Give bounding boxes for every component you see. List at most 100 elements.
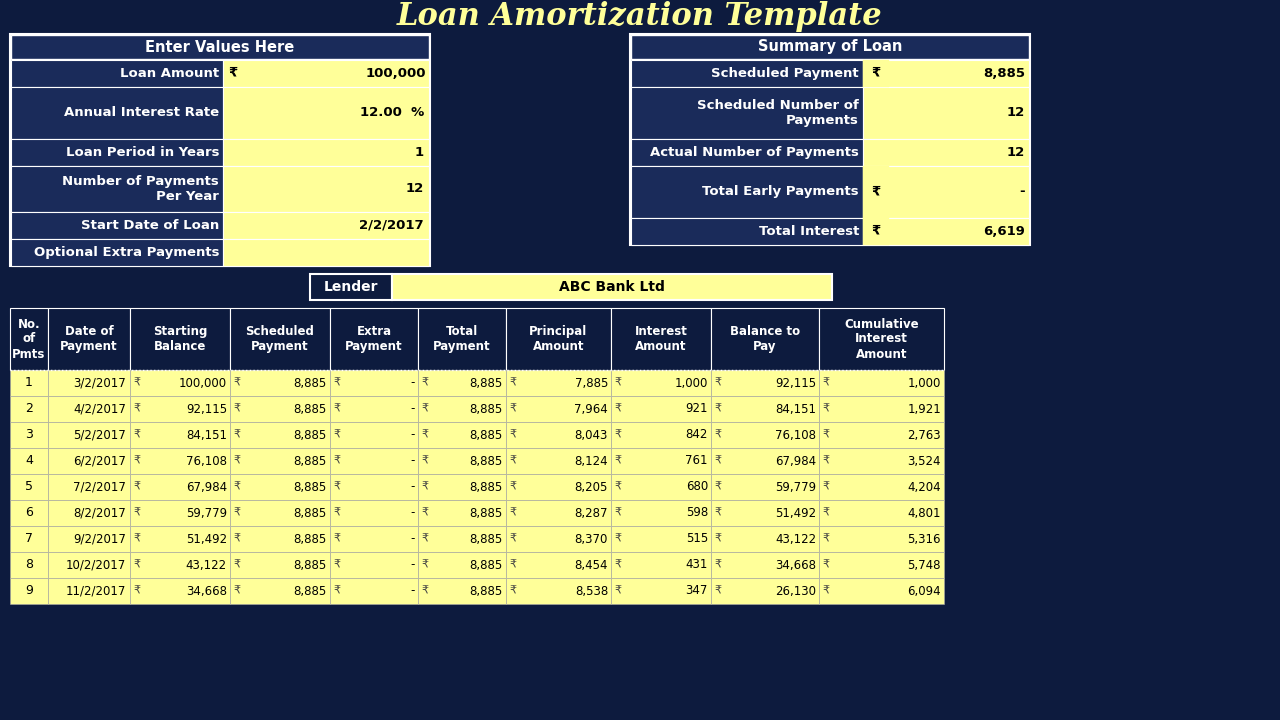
Text: ₹: ₹ xyxy=(133,508,140,518)
Text: Balance to
Pay: Balance to Pay xyxy=(730,325,800,353)
Text: 6,619: 6,619 xyxy=(983,225,1025,238)
Bar xyxy=(863,166,890,218)
Text: ₹: ₹ xyxy=(421,508,428,518)
Bar xyxy=(12,166,223,212)
Text: 8,124: 8,124 xyxy=(575,454,608,467)
Text: 1: 1 xyxy=(26,377,33,390)
Text: ₹: ₹ xyxy=(714,430,721,440)
Text: ₹: ₹ xyxy=(822,586,829,596)
Bar xyxy=(419,474,506,500)
Text: 8,885: 8,885 xyxy=(470,428,503,441)
Bar xyxy=(49,526,131,552)
Text: ₹: ₹ xyxy=(614,508,621,518)
Text: ₹: ₹ xyxy=(822,534,829,544)
Text: 8,538: 8,538 xyxy=(575,585,608,598)
Text: ₹: ₹ xyxy=(822,456,829,466)
Text: Total
Payment: Total Payment xyxy=(433,325,490,353)
Text: 4/2/2017: 4/2/2017 xyxy=(73,402,125,415)
Text: 8,885: 8,885 xyxy=(470,480,503,493)
Text: ₹: ₹ xyxy=(133,586,140,596)
Bar xyxy=(506,578,611,604)
Text: 59,779: 59,779 xyxy=(186,506,227,520)
Text: Start Date of Loan: Start Date of Loan xyxy=(81,219,219,232)
Text: ₹: ₹ xyxy=(333,534,340,544)
Text: Scheduled
Payment: Scheduled Payment xyxy=(246,325,315,353)
Text: ₹: ₹ xyxy=(228,67,237,80)
Bar xyxy=(819,448,945,474)
Text: ₹: ₹ xyxy=(822,560,829,570)
Text: 6,094: 6,094 xyxy=(908,585,941,598)
Bar xyxy=(230,500,330,526)
Bar xyxy=(230,370,330,396)
Text: Scheduled Number of
Payments: Scheduled Number of Payments xyxy=(698,99,859,127)
Text: 9/2/2017: 9/2/2017 xyxy=(73,533,125,546)
Bar xyxy=(0,0,1280,32)
Bar xyxy=(611,370,710,396)
Bar xyxy=(12,212,223,239)
Text: Loan Amount: Loan Amount xyxy=(120,67,219,80)
Text: ₹: ₹ xyxy=(614,560,621,570)
Text: ₹: ₹ xyxy=(714,586,721,596)
Text: 100,000: 100,000 xyxy=(366,67,426,80)
Bar xyxy=(12,60,223,87)
Bar xyxy=(12,239,223,266)
Text: ₹: ₹ xyxy=(822,430,829,440)
Text: No.
of
Pmts: No. of Pmts xyxy=(13,318,46,361)
Bar xyxy=(330,396,419,422)
Text: 59,779: 59,779 xyxy=(774,480,817,493)
Bar xyxy=(49,448,131,474)
Text: ₹: ₹ xyxy=(421,404,428,414)
Text: 1,921: 1,921 xyxy=(908,402,941,415)
Text: 8,043: 8,043 xyxy=(575,428,608,441)
Text: 4,204: 4,204 xyxy=(908,480,941,493)
Bar xyxy=(631,87,863,139)
Text: ₹: ₹ xyxy=(421,534,428,544)
Text: 2,763: 2,763 xyxy=(908,428,941,441)
Text: ₹: ₹ xyxy=(614,378,621,388)
Bar xyxy=(863,218,890,245)
Text: ₹: ₹ xyxy=(614,404,621,414)
Bar xyxy=(631,218,863,245)
Text: 5/2/2017: 5/2/2017 xyxy=(73,428,125,441)
Bar xyxy=(10,422,49,448)
Bar xyxy=(131,396,230,422)
Bar xyxy=(230,474,330,500)
Text: 34,668: 34,668 xyxy=(186,585,227,598)
Bar xyxy=(863,139,1029,166)
Bar xyxy=(631,35,1029,59)
Text: -: - xyxy=(411,585,415,598)
Text: ₹: ₹ xyxy=(714,560,721,570)
Bar xyxy=(12,87,223,139)
Text: ₹: ₹ xyxy=(421,560,428,570)
Text: 8,885: 8,885 xyxy=(293,559,326,572)
Bar xyxy=(330,448,419,474)
Text: 8,885: 8,885 xyxy=(470,559,503,572)
Text: ₹: ₹ xyxy=(714,508,721,518)
Bar xyxy=(49,474,131,500)
Text: 10/2/2017: 10/2/2017 xyxy=(65,559,125,572)
Bar xyxy=(230,552,330,578)
Text: ₹: ₹ xyxy=(421,430,428,440)
Bar xyxy=(631,166,863,218)
Bar xyxy=(611,500,710,526)
Bar xyxy=(131,474,230,500)
Text: ₹: ₹ xyxy=(509,482,516,492)
Text: ₹: ₹ xyxy=(872,225,881,238)
Text: 8,885: 8,885 xyxy=(293,533,326,546)
Bar xyxy=(710,370,819,396)
Text: ₹: ₹ xyxy=(614,534,621,544)
Text: ₹: ₹ xyxy=(333,378,340,388)
Bar xyxy=(710,308,819,370)
Bar xyxy=(230,308,330,370)
Text: 9: 9 xyxy=(26,585,33,598)
Text: Actual Number of Payments: Actual Number of Payments xyxy=(650,146,859,159)
Bar xyxy=(863,87,1029,139)
Bar xyxy=(230,396,330,422)
Bar xyxy=(12,139,223,166)
Text: ₹: ₹ xyxy=(133,534,140,544)
Text: 43,122: 43,122 xyxy=(774,533,817,546)
Bar xyxy=(131,552,230,578)
Text: 2/2/2017: 2/2/2017 xyxy=(360,219,424,232)
Text: Loan Period in Years: Loan Period in Years xyxy=(65,146,219,159)
Bar xyxy=(330,422,419,448)
